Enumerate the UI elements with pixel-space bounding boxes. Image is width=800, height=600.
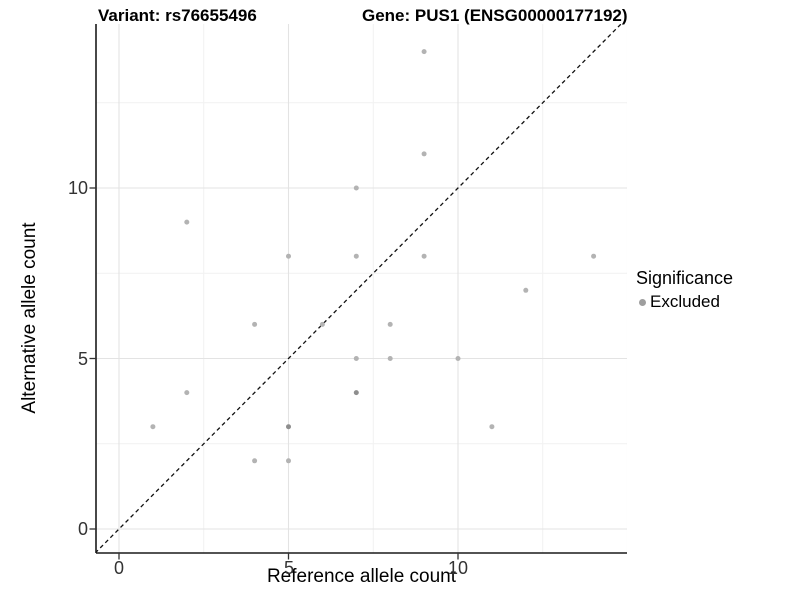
y-tick-label-0: 0: [77, 519, 88, 539]
data-point: [523, 287, 529, 293]
data-point: [184, 219, 190, 225]
legend-item-excluded: Excluded: [639, 292, 733, 312]
identity-line-layer: [96, 24, 622, 553]
data-point: [286, 424, 291, 430]
data-point: [387, 356, 393, 361]
data-point: [286, 253, 291, 259]
identity-line: [96, 24, 622, 553]
data-point: [489, 424, 495, 430]
data-point: [421, 151, 427, 157]
data-point: [421, 253, 427, 259]
x-tick-label-0: 0: [113, 558, 125, 578]
plot-title-gene: Gene: PUS1 (ENSG00000177192): [362, 6, 628, 25]
data-point: [184, 390, 190, 396]
data-point: [353, 253, 359, 259]
legend-title: Significance: [636, 268, 734, 288]
gridline-layer: [96, 24, 627, 553]
y-tick-label-5: 5: [77, 349, 88, 369]
data-point-layer: [150, 49, 597, 464]
data-point: [252, 321, 258, 327]
x-tick-label-10: 10: [447, 558, 469, 578]
legend-item-label: Excluded: [650, 292, 720, 311]
legend: Significance Excluded: [636, 268, 733, 312]
data-point: [455, 356, 461, 361]
legend-key-dot: [639, 298, 646, 306]
data-point: [353, 390, 359, 396]
y-tick-label-10: 10: [67, 178, 88, 198]
data-point: [591, 253, 597, 259]
y-axis-title: Alternative allele count: [19, 222, 40, 414]
plot-title-variant: Variant: rs76655496: [98, 6, 257, 25]
data-point: [387, 321, 393, 327]
data-point: [286, 458, 291, 464]
data-point: [421, 49, 427, 55]
axis-layer: [89, 24, 627, 560]
x-axis-title: Reference allele count: [266, 566, 457, 587]
x-tick-label-5: 5: [283, 558, 295, 578]
data-point: [353, 356, 359, 361]
data-point: [150, 424, 156, 430]
data-point: [252, 458, 258, 464]
data-point: [353, 185, 359, 191]
data-point: [319, 321, 325, 327]
